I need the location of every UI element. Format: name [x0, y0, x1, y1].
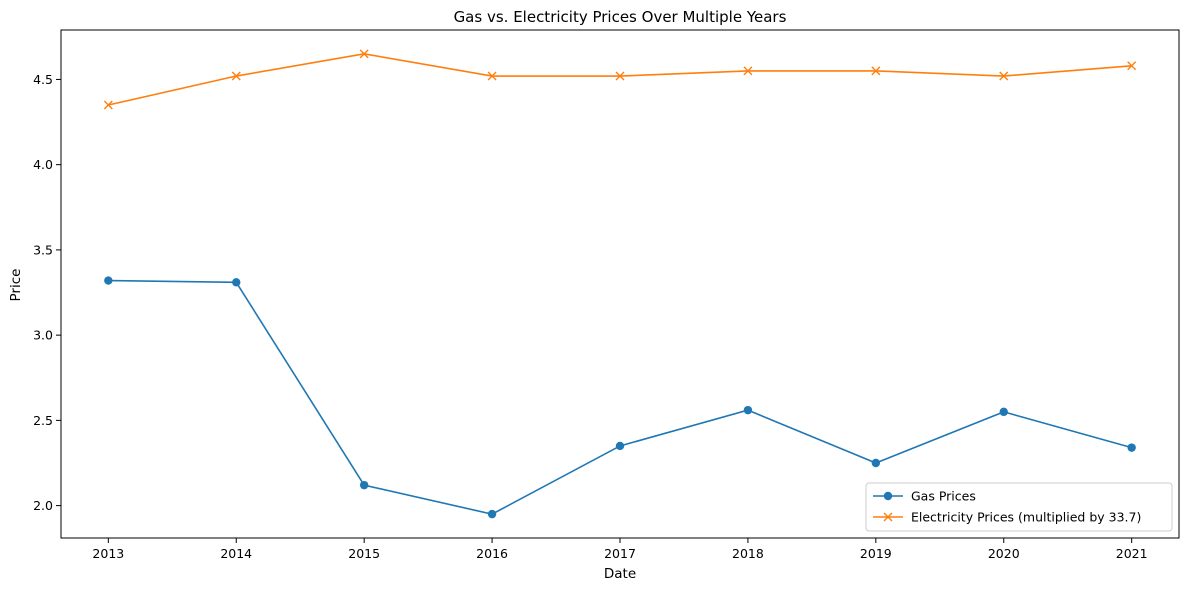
- electricity-price-point: [743, 66, 753, 76]
- x-tick-label: 2020: [988, 546, 1020, 561]
- x-tick-label: 2015: [348, 546, 380, 561]
- legend-item: Electricity Prices (multiplied by 33.7): [873, 510, 1141, 525]
- electricity-price-point: [871, 66, 881, 76]
- gas-price-point: [487, 509, 497, 519]
- electricity-price-point: [359, 49, 369, 59]
- y-tick-label: 2.0: [33, 498, 53, 513]
- gas-price-point: [359, 480, 369, 490]
- plot-area: [103, 49, 1137, 519]
- y-axis-label: Price: [8, 269, 24, 302]
- x-tick-label: 2017: [604, 546, 636, 561]
- y-tick-label: 3.5: [33, 242, 53, 257]
- x-tick-label: 2018: [732, 546, 764, 561]
- electricity-price-point: [487, 71, 497, 81]
- legend: Gas Prices Electricity Prices (multiplied…: [865, 482, 1173, 532]
- y-tick-label: 4.5: [33, 72, 53, 87]
- electricity-price-point: [999, 71, 1009, 81]
- y-tick-label: 2.5: [33, 413, 53, 428]
- y-tick-label: 3.0: [33, 328, 53, 343]
- gas-price-point: [871, 458, 881, 468]
- x-tick-label: 2016: [476, 546, 508, 561]
- gas-price-point: [104, 276, 113, 285]
- legend-label: Gas Prices: [911, 489, 976, 504]
- electricity-price-point: [1127, 61, 1137, 71]
- legend-item: Gas Prices: [873, 489, 976, 504]
- x-tick-label: 2013: [92, 546, 124, 561]
- y-tick-label: 4.0: [33, 157, 53, 172]
- gas-price-point: [615, 441, 625, 451]
- gas-price-point: [232, 278, 241, 287]
- axes: 2013 2014 2015 2016 2017 2018 2019 2020 2021 2.0 2…: [33, 72, 1147, 561]
- electricity-price-point: [615, 71, 625, 81]
- x-tick-label: 2021: [1116, 546, 1148, 561]
- x-tick-label: 2019: [860, 546, 892, 561]
- x-tick-label: 2014: [220, 546, 252, 561]
- gas-price-point: [743, 405, 753, 415]
- x-axis-label: Date: [604, 566, 636, 582]
- legend-label: Electricity Prices (multiplied by 33.7): [911, 510, 1141, 525]
- legend-marker-circle: [883, 491, 893, 501]
- legend-box: [865, 482, 1173, 532]
- gas-price-point: [999, 407, 1008, 417]
- gas-price-point: [1127, 443, 1136, 452]
- electricity-price-point: [231, 71, 241, 81]
- electricity-price-point: [103, 100, 113, 110]
- chart-title: Gas vs. Electricity Prices Over Multiple…: [454, 8, 787, 26]
